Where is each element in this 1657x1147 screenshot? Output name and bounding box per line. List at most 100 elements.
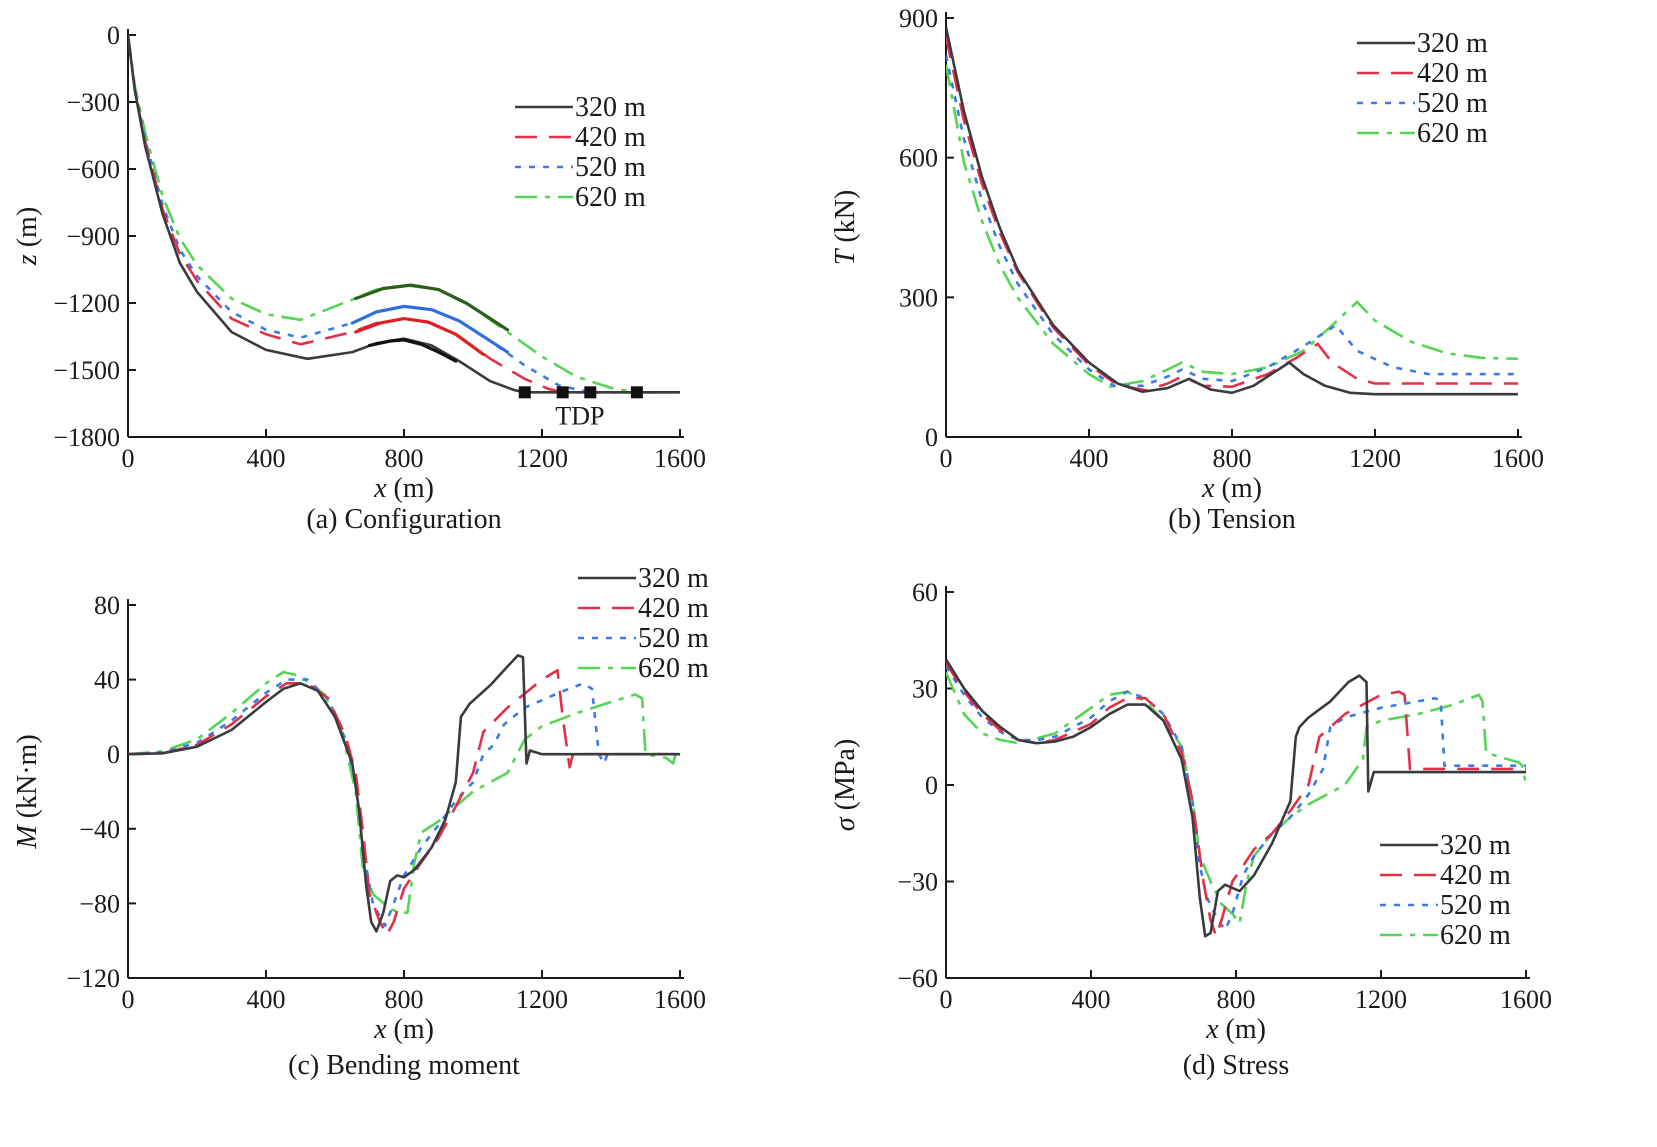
- y-tick-label: 300: [899, 283, 938, 312]
- y-tick-label: 0: [925, 771, 938, 800]
- x-tick-label: 400: [1072, 985, 1111, 1014]
- y-axis-label: M (kN·m): [12, 734, 43, 849]
- y-tick-label: −300: [66, 88, 120, 117]
- legend-label: 520 m: [1417, 88, 1488, 119]
- x-tick-label: 800: [1213, 444, 1252, 473]
- tdp-marker: [584, 386, 597, 399]
- panel-caption: (c) Bending moment: [288, 1050, 520, 1081]
- y-tick-label: 0: [107, 21, 120, 50]
- y-tick-label: 60: [912, 578, 938, 607]
- y-tick-label: 900: [899, 4, 938, 33]
- x-tick-label: 1600: [654, 444, 706, 473]
- series-line-420m: [946, 36, 1518, 392]
- x-tick-label: 800: [1217, 985, 1256, 1014]
- y-axis-label: T (kN): [830, 190, 861, 265]
- x-tick-label: 1200: [1349, 444, 1401, 473]
- series-line-620m: [946, 64, 1519, 388]
- tdp-marker: [630, 386, 643, 399]
- y-tick-label: −30: [897, 868, 938, 897]
- x-tick-label: 400: [247, 985, 286, 1014]
- x-tick-label: 800: [385, 985, 424, 1014]
- panel-caption: (b) Tension: [1168, 504, 1295, 535]
- tdp-marker: [556, 386, 569, 399]
- series-line-520m: [128, 678, 680, 928]
- x-axis-label: x (m): [1201, 473, 1262, 504]
- legend-label: 620 m: [1440, 920, 1511, 951]
- x-tick-label: 0: [122, 444, 135, 473]
- series-line-620m: [128, 670, 681, 914]
- panel-4: 0 400 800 1200 1600 60 30 0 −30 −60 x (m) σ (MPa) (d…: [830, 578, 1552, 1081]
- series-line-620m: [946, 671, 1528, 925]
- panel-caption: (a) Configuration: [306, 504, 501, 535]
- highlight-segment: [354, 316, 485, 356]
- highlight-segment: [354, 283, 510, 332]
- x-axis-label: x (m): [373, 473, 434, 504]
- x-tick-label: 1200: [1355, 985, 1407, 1014]
- legend-label: 420 m: [1440, 860, 1511, 891]
- y-tick-label: −40: [79, 815, 120, 844]
- highlight-segment: [367, 338, 458, 363]
- legend-label: 420 m: [575, 122, 646, 153]
- y-tick-label: −900: [66, 222, 120, 251]
- y-tick-label: −60: [897, 964, 938, 993]
- y-tick-label: 40: [94, 666, 120, 695]
- series-line-420m: [946, 662, 1526, 938]
- y-tick-label: −120: [66, 964, 120, 993]
- y-axis-label: σ (MPa): [830, 739, 861, 831]
- y-tick-label: −1800: [53, 423, 120, 452]
- legend-label: 620 m: [638, 653, 709, 684]
- tdp-annotation: TDP: [555, 401, 604, 430]
- panel-1: 0 400 800 1200 1600 0 −300 −600 −900 −1200 −1500 −1…: [12, 21, 706, 535]
- y-tick-label: −600: [66, 155, 120, 184]
- x-tick-label: 800: [385, 444, 424, 473]
- series-line-320m: [946, 27, 1518, 396]
- y-tick-label: 30: [912, 675, 938, 704]
- legend-label: 420 m: [638, 593, 709, 624]
- y-tick-label: −1200: [53, 289, 120, 318]
- x-tick-label: 400: [1070, 444, 1109, 473]
- x-tick-label: 400: [247, 444, 286, 473]
- x-tick-label: 1600: [1500, 985, 1552, 1014]
- legend-label: 620 m: [1417, 118, 1488, 149]
- legend-label: 320 m: [575, 92, 646, 123]
- series-line-520m: [946, 665, 1526, 932]
- series-line-320m: [946, 658, 1526, 938]
- x-tick-label: 1600: [1492, 444, 1544, 473]
- y-tick-label: 0: [107, 740, 120, 769]
- y-tick-label: 600: [899, 144, 938, 173]
- x-tick-label: 1200: [516, 985, 568, 1014]
- x-tick-label: 0: [940, 444, 953, 473]
- highlight-segment: [350, 304, 510, 354]
- series-line-420m: [128, 669, 680, 937]
- y-axis-label: z (m): [12, 207, 43, 266]
- panel-caption: (d) Stress: [1183, 1050, 1290, 1081]
- y-tick-label: −80: [79, 889, 120, 918]
- series-line-320m: [128, 654, 680, 933]
- series-line-520m: [946, 54, 1518, 388]
- legend-label: 320 m: [638, 563, 709, 594]
- panel-2: 0 400 800 1200 1600 0 300 600 900 x (m) T (kN) (b) …: [830, 4, 1544, 535]
- y-tick-label: −1500: [53, 356, 120, 385]
- x-tick-label: 0: [122, 985, 135, 1014]
- y-tick-label: 0: [925, 423, 938, 452]
- x-tick-label: 1600: [654, 985, 706, 1014]
- series-line-320m: [128, 34, 680, 394]
- legend-label: 620 m: [575, 182, 646, 213]
- x-axis-label: x (m): [1205, 1014, 1266, 1045]
- legend-label: 420 m: [1417, 58, 1488, 89]
- x-tick-label: 1200: [516, 444, 568, 473]
- legend-label: 520 m: [638, 623, 709, 654]
- legend-label: 320 m: [1440, 830, 1511, 861]
- x-axis-label: x (m): [373, 1014, 434, 1045]
- legend-label: 520 m: [1440, 890, 1511, 921]
- tdp-marker: [518, 386, 531, 399]
- y-tick-label: 80: [94, 591, 120, 620]
- legend-label: 320 m: [1417, 28, 1488, 59]
- x-tick-label: 0: [940, 985, 953, 1014]
